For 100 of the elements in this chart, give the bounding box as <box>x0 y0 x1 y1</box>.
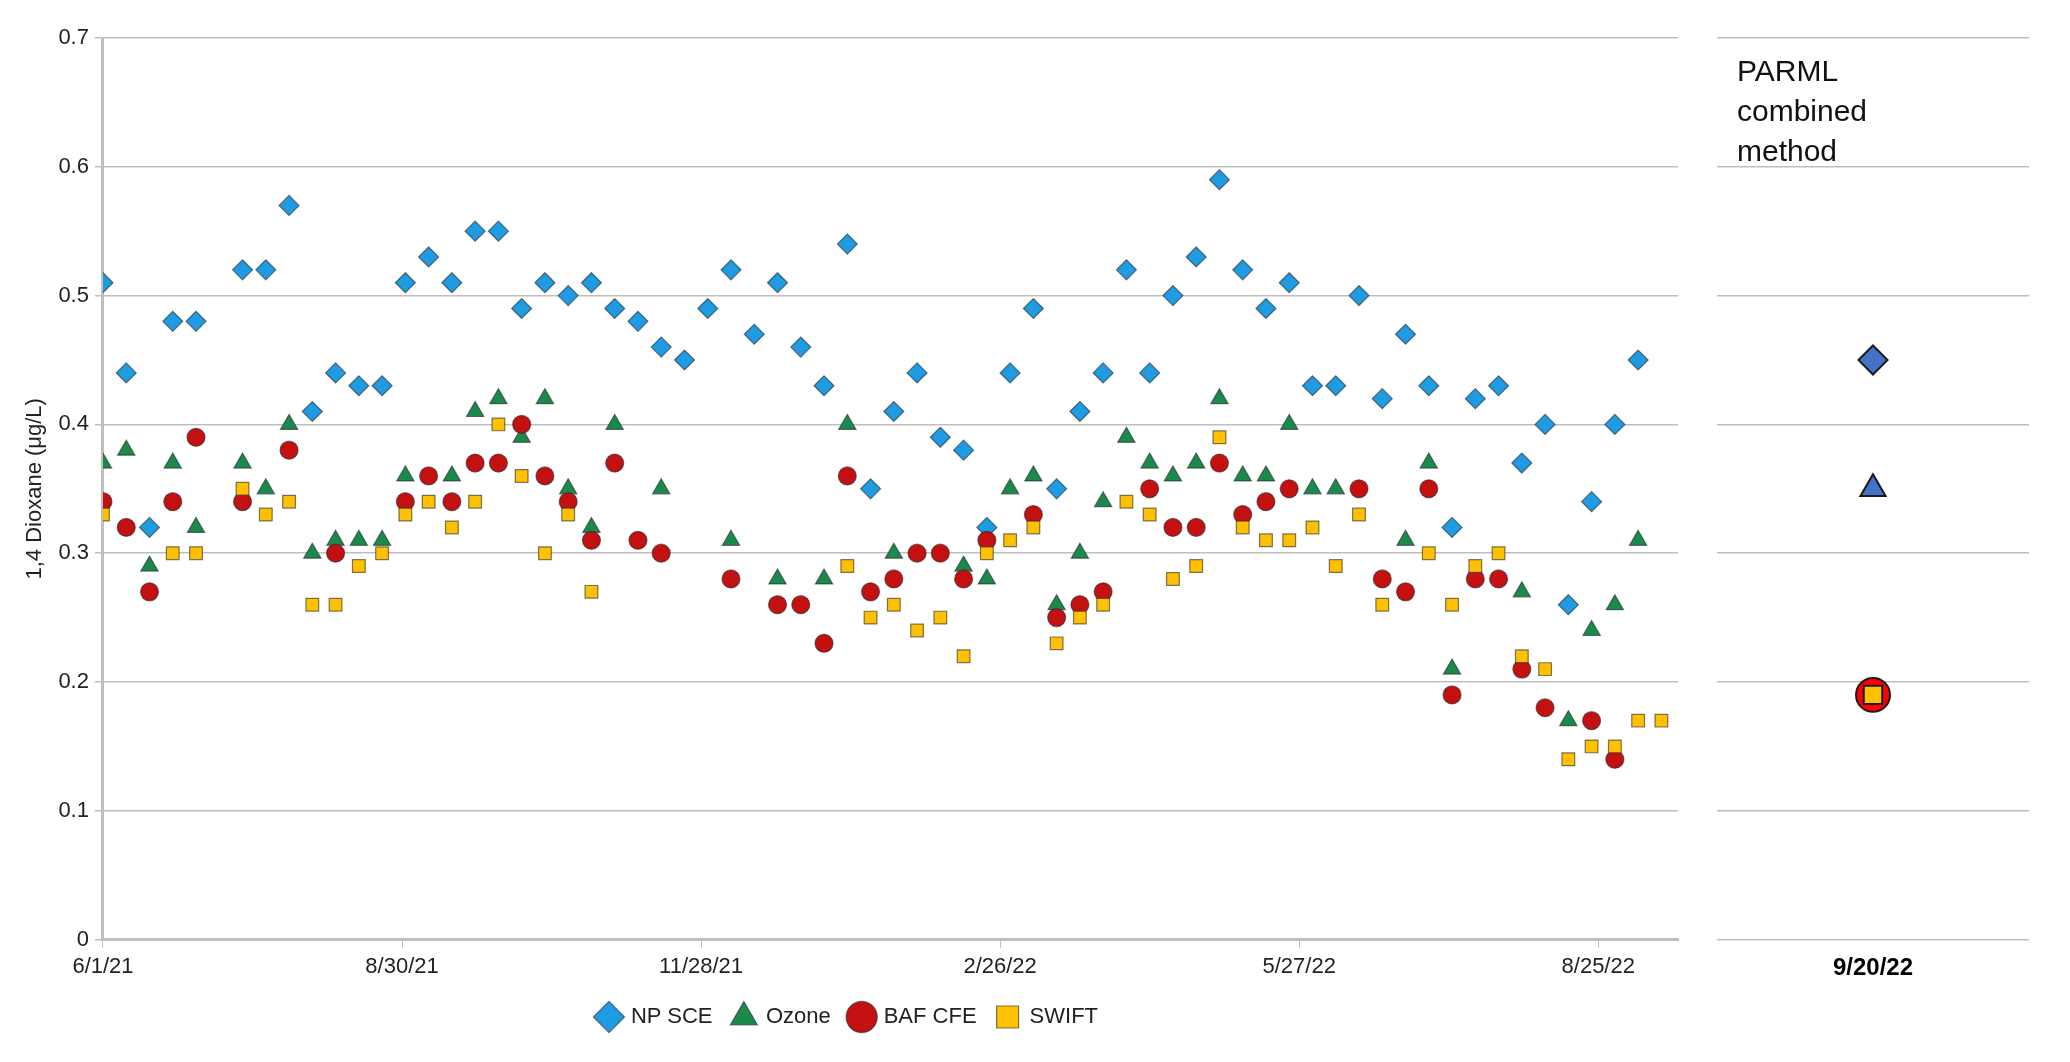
point <box>561 507 576 522</box>
point <box>1072 610 1087 625</box>
point <box>1235 520 1250 535</box>
point <box>581 530 602 550</box>
point <box>933 610 948 625</box>
point <box>398 507 413 522</box>
point <box>1395 582 1416 602</box>
point <box>165 546 180 561</box>
x-tick-label: 8/30/21 <box>365 952 439 978</box>
point <box>1445 597 1460 612</box>
point <box>235 481 250 496</box>
point <box>488 453 508 473</box>
point <box>651 543 671 563</box>
point <box>535 466 555 486</box>
point <box>537 546 552 561</box>
point <box>979 546 994 561</box>
y-tick-label: 0.2 <box>58 668 89 694</box>
point <box>1372 569 1392 589</box>
point <box>953 569 974 589</box>
point <box>1210 388 1229 405</box>
x-tick-label: 8/25/22 <box>1561 952 1635 978</box>
x-tick-label: 2/26/22 <box>963 952 1037 978</box>
point <box>465 453 485 473</box>
point <box>886 597 901 612</box>
point <box>1488 569 1509 589</box>
y-tick-label: 0.1 <box>58 796 89 822</box>
point <box>628 530 648 550</box>
point <box>863 610 878 625</box>
point <box>1538 662 1553 677</box>
point <box>1349 479 1369 499</box>
y-axis-title: 1,4 Dioxane (μg/L) <box>21 398 47 580</box>
y-tick-label: 0.4 <box>58 410 89 436</box>
point <box>1491 546 1506 561</box>
point <box>1328 559 1343 574</box>
point <box>419 466 439 486</box>
point <box>328 597 343 612</box>
point <box>305 597 320 612</box>
point <box>910 623 925 638</box>
point <box>1282 533 1297 548</box>
point <box>1421 546 1436 561</box>
point <box>258 507 273 522</box>
point <box>1186 517 1206 538</box>
point <box>163 492 183 512</box>
point <box>1468 559 1483 574</box>
point <box>468 494 483 509</box>
point <box>1026 520 1041 535</box>
point <box>1514 649 1529 664</box>
point <box>1096 597 1111 612</box>
point <box>1375 597 1390 612</box>
point <box>1631 713 1646 728</box>
point <box>1119 494 1134 509</box>
point <box>1003 533 1018 548</box>
point <box>1189 559 1204 574</box>
point <box>1142 507 1157 522</box>
point <box>535 388 555 405</box>
x-tick-label: 6/1/21 <box>72 952 134 978</box>
legend-label: BAF CFE <box>883 1003 977 1029</box>
point <box>189 546 203 561</box>
point <box>1419 479 1439 499</box>
point <box>186 427 206 447</box>
point <box>584 584 599 599</box>
x-tick-label: 11/28/21 <box>659 952 744 978</box>
point <box>1442 685 1462 705</box>
x-tick-label: 9/20/22 <box>1832 952 1914 980</box>
point <box>605 453 625 473</box>
point <box>491 417 506 432</box>
point <box>1047 608 1067 628</box>
legend-label: SWIFT <box>1029 1003 1099 1029</box>
legend-label: NP SCE <box>630 1003 713 1029</box>
point <box>1165 572 1180 586</box>
point <box>837 466 857 486</box>
point <box>1352 507 1366 522</box>
point <box>1259 533 1273 548</box>
point <box>791 595 811 615</box>
point <box>512 414 532 434</box>
point <box>279 440 299 460</box>
point <box>1049 636 1064 651</box>
point <box>1584 739 1599 754</box>
point <box>884 569 904 589</box>
point <box>840 559 855 574</box>
y-tick-label: 0 <box>76 925 89 951</box>
point <box>767 595 788 615</box>
point <box>814 633 834 653</box>
text: PARML combined method <box>1736 54 1868 168</box>
point <box>1212 430 1227 445</box>
point <box>956 649 971 664</box>
point <box>930 543 950 563</box>
point <box>325 543 346 563</box>
point <box>1209 453 1230 473</box>
y-tick-label: 0.7 <box>58 24 89 50</box>
point <box>721 569 741 589</box>
point <box>1163 517 1183 538</box>
y-tick-label: 0.3 <box>58 539 89 565</box>
point <box>1305 520 1320 535</box>
point <box>282 494 297 509</box>
point <box>1561 752 1576 767</box>
point <box>1256 492 1276 512</box>
point <box>1654 713 1669 728</box>
y-tick-label: 0.6 <box>58 152 89 178</box>
point <box>442 492 462 512</box>
